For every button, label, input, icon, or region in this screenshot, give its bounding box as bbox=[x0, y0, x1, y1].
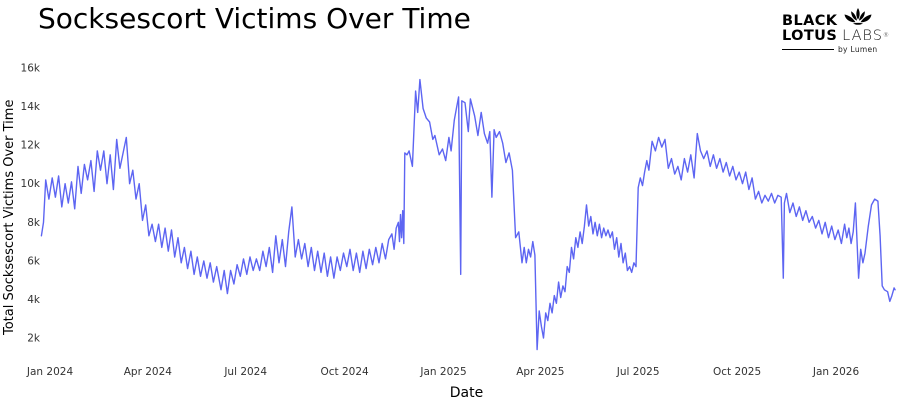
y-tick-label: 12k bbox=[21, 140, 41, 152]
logo-rule bbox=[782, 49, 834, 50]
logo-word-labs: LABS® bbox=[842, 28, 890, 44]
y-tick-label: 16k bbox=[21, 63, 41, 75]
x-tick-label: Apr 2025 bbox=[516, 366, 564, 378]
x-tick-label: Jan 2025 bbox=[419, 366, 466, 378]
x-tick-label: Jan 2024 bbox=[26, 366, 74, 378]
y-tick-label: 8k bbox=[27, 217, 41, 229]
x-tick-label: Jul 2025 bbox=[616, 366, 660, 378]
x-tick-label: Oct 2025 bbox=[713, 366, 761, 378]
x-tick-label: Oct 2024 bbox=[321, 366, 370, 378]
x-axis-title: Date bbox=[449, 385, 484, 401]
series-line bbox=[40, 78, 896, 351]
lotus-flower-icon bbox=[843, 8, 873, 31]
logo-byline: by Lumen bbox=[838, 45, 878, 54]
logo-word-black: BLACK bbox=[782, 13, 838, 29]
registered-mark: ® bbox=[882, 32, 890, 39]
y-tick-label: 2k bbox=[27, 333, 41, 345]
y-tick-label: 4k bbox=[27, 294, 41, 306]
y-tick-label: 6k bbox=[27, 255, 41, 267]
black-lotus-labs-logo: BLACK LOTUS LABS® by Lumen bbox=[782, 6, 900, 54]
x-tick-label: Jan 2026 bbox=[812, 366, 860, 378]
logo-word-lotus: LOTUS bbox=[782, 28, 838, 44]
x-tick-label: Apr 2024 bbox=[124, 366, 173, 378]
y-tick-label: 10k bbox=[21, 178, 41, 190]
x-tick-label: Jul 2024 bbox=[223, 366, 267, 378]
y-tick-label: 14k bbox=[21, 101, 41, 113]
page-title: Socksescort Victims Over Time bbox=[38, 2, 471, 35]
